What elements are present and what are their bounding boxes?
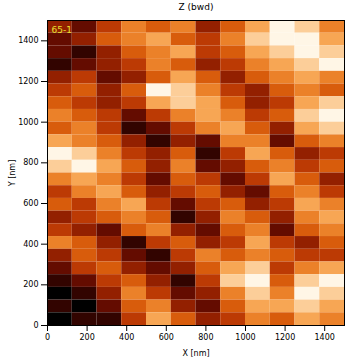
svg-text:800: 800: [198, 333, 213, 342]
svg-text:200: 200: [23, 280, 38, 289]
svg-text:1000: 1000: [235, 333, 255, 342]
svg-text:0: 0: [45, 333, 50, 342]
svg-text:600: 600: [23, 199, 38, 208]
svg-text:400: 400: [23, 240, 38, 249]
svg-text:X [nm]: X [nm]: [182, 349, 209, 358]
svg-text:600: 600: [159, 333, 174, 342]
svg-text:1400: 1400: [18, 36, 38, 45]
svg-text:400: 400: [119, 333, 134, 342]
svg-text:200: 200: [79, 333, 94, 342]
svg-text:65-1: 65-1: [52, 25, 72, 35]
svg-text:1200: 1200: [275, 333, 295, 342]
html-text:Z (bwd): Z (bwd): [178, 2, 214, 12]
svg-text:1200: 1200: [18, 77, 38, 86]
svg-text:Y [nm]: Y [nm]: [8, 160, 17, 188]
svg-text:1400: 1400: [315, 333, 335, 342]
svg-text:0: 0: [33, 321, 38, 330]
svg-text:1000: 1000: [18, 118, 38, 127]
svg-text:800: 800: [23, 158, 38, 167]
